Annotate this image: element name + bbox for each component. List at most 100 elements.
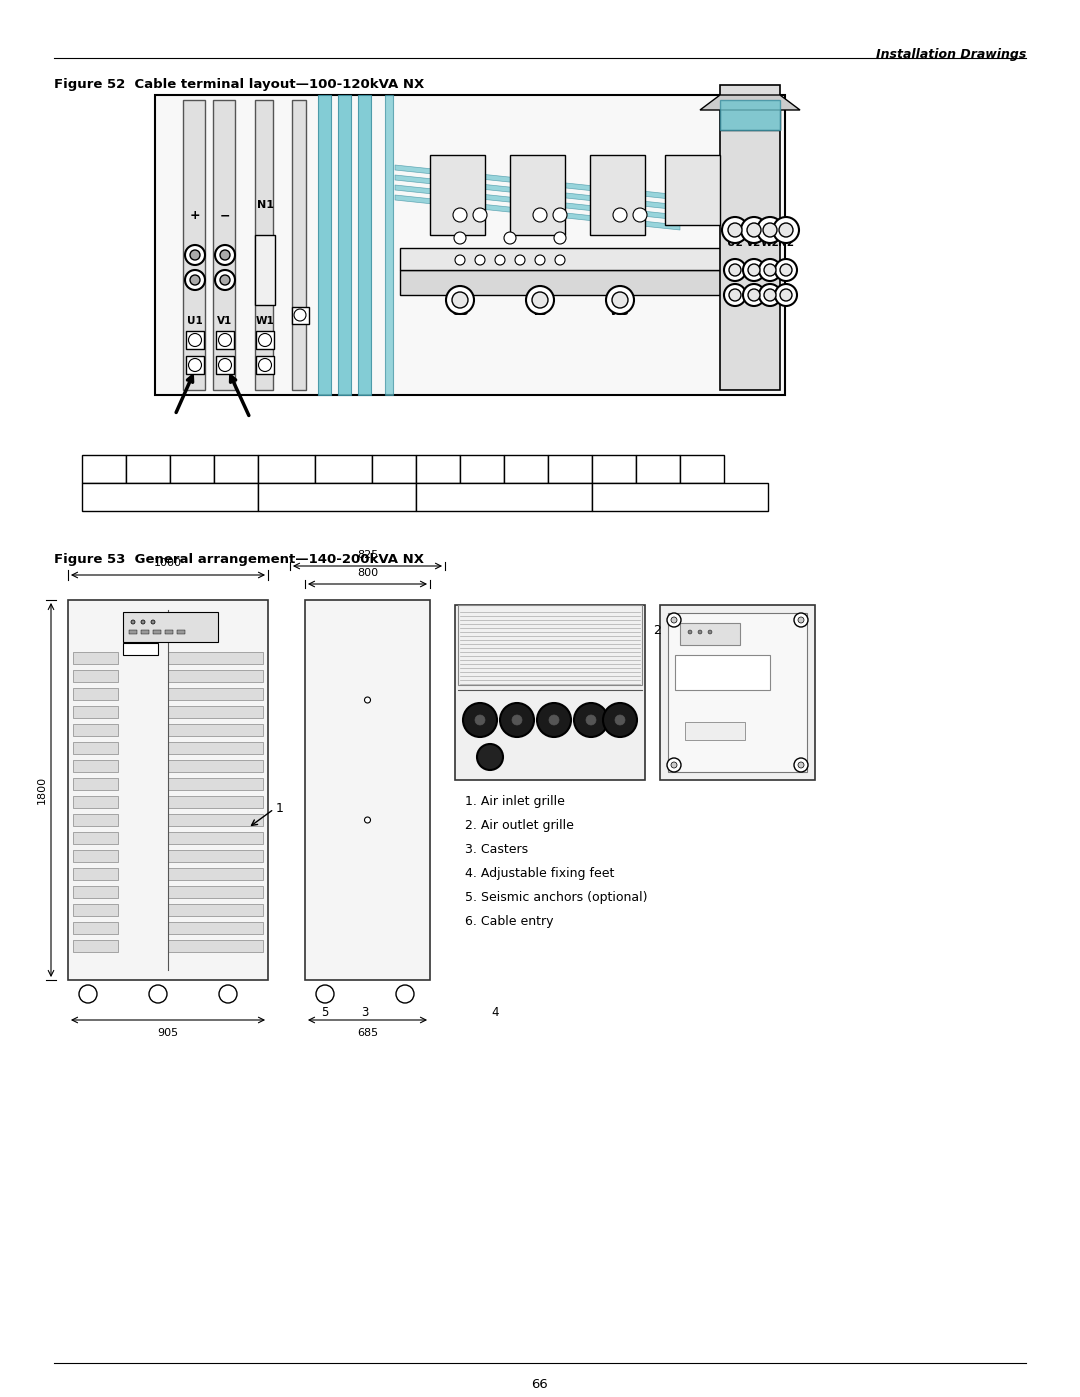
Circle shape [555, 256, 565, 265]
Bar [256, 331, 274, 349]
Text: 3: 3 [362, 1006, 368, 1018]
Text: U1: U1 [95, 462, 113, 475]
Text: 5: 5 [322, 1006, 328, 1018]
Circle shape [220, 250, 230, 260]
Bar [123, 643, 158, 655]
Bar [255, 101, 273, 390]
Circle shape [454, 232, 465, 244]
Text: V1: V1 [217, 316, 232, 326]
Circle shape [762, 224, 777, 237]
Bar [168, 868, 264, 880]
Bar [168, 796, 264, 807]
Circle shape [185, 244, 205, 265]
Circle shape [633, 208, 647, 222]
Bar [504, 455, 548, 483]
Bar [720, 101, 780, 130]
Circle shape [316, 985, 334, 1003]
Bar [168, 778, 264, 789]
Circle shape [794, 613, 808, 627]
Circle shape [728, 224, 742, 237]
Bar [73, 833, 118, 844]
Text: +: + [190, 210, 200, 222]
Text: N1: N1 [384, 462, 403, 475]
Text: Figure 53  General arrangement—140-200kVA NX: Figure 53 General arrangement—140-200kVA… [54, 553, 424, 566]
Bar [592, 483, 768, 511]
Bar [186, 356, 204, 374]
Bar [68, 599, 268, 981]
Circle shape [131, 620, 135, 624]
Text: 6. Cable entry: 6. Cable entry [465, 915, 554, 928]
Circle shape [549, 715, 559, 725]
Circle shape [294, 309, 306, 321]
Bar [636, 455, 680, 483]
Circle shape [463, 703, 497, 738]
Text: V1: V1 [139, 462, 157, 475]
Text: V2: V2 [606, 462, 623, 475]
Bar [73, 940, 118, 951]
Circle shape [775, 258, 797, 281]
Text: Output: Output [660, 490, 701, 503]
Circle shape [365, 697, 370, 703]
Bar [460, 455, 504, 483]
Text: V3: V3 [473, 462, 490, 475]
Text: W3: W3 [515, 462, 537, 475]
Circle shape [667, 759, 681, 773]
Text: U2: U2 [562, 462, 579, 475]
Text: 800: 800 [356, 569, 378, 578]
Bar [416, 455, 460, 483]
Bar [153, 630, 161, 634]
Bar [458, 605, 642, 685]
Bar [168, 652, 264, 664]
Circle shape [515, 256, 525, 265]
Polygon shape [700, 95, 800, 110]
Bar [73, 796, 118, 807]
Circle shape [606, 286, 634, 314]
Bar [73, 760, 118, 773]
Bar [168, 760, 264, 773]
Circle shape [504, 232, 516, 244]
Circle shape [219, 985, 237, 1003]
Bar [680, 455, 724, 483]
Circle shape [613, 208, 627, 222]
Circle shape [586, 715, 596, 725]
Circle shape [189, 359, 202, 372]
Circle shape [535, 256, 545, 265]
Bar [590, 155, 645, 235]
Circle shape [151, 620, 156, 624]
Bar [73, 742, 118, 754]
Bar [292, 101, 306, 390]
Text: W3: W3 [610, 307, 630, 317]
Bar [168, 922, 264, 935]
Text: PE: PE [679, 215, 694, 225]
Circle shape [798, 761, 804, 768]
Bar [400, 270, 750, 295]
Circle shape [757, 217, 783, 243]
Bar [73, 671, 118, 682]
Circle shape [220, 275, 230, 285]
Circle shape [149, 985, 167, 1003]
Circle shape [532, 292, 548, 307]
Bar [318, 95, 330, 395]
Bar [168, 849, 264, 862]
Circle shape [526, 286, 554, 314]
Text: N2: N2 [778, 237, 794, 249]
Text: W2: W2 [760, 237, 780, 249]
Circle shape [743, 284, 765, 306]
Text: N1: N1 [227, 462, 245, 475]
Bar [372, 455, 416, 483]
Bar [168, 705, 264, 718]
Circle shape [603, 703, 637, 738]
Circle shape [475, 256, 485, 265]
Bar [216, 331, 234, 349]
Bar [720, 85, 780, 390]
Text: W2: W2 [647, 462, 669, 475]
Bar [214, 455, 258, 483]
Bar [186, 331, 204, 349]
Circle shape [573, 703, 608, 738]
Bar [73, 922, 118, 935]
Text: 2: 2 [653, 623, 661, 637]
Bar [592, 455, 636, 483]
Polygon shape [395, 175, 680, 210]
Circle shape [218, 334, 231, 346]
Text: −: − [219, 210, 230, 222]
